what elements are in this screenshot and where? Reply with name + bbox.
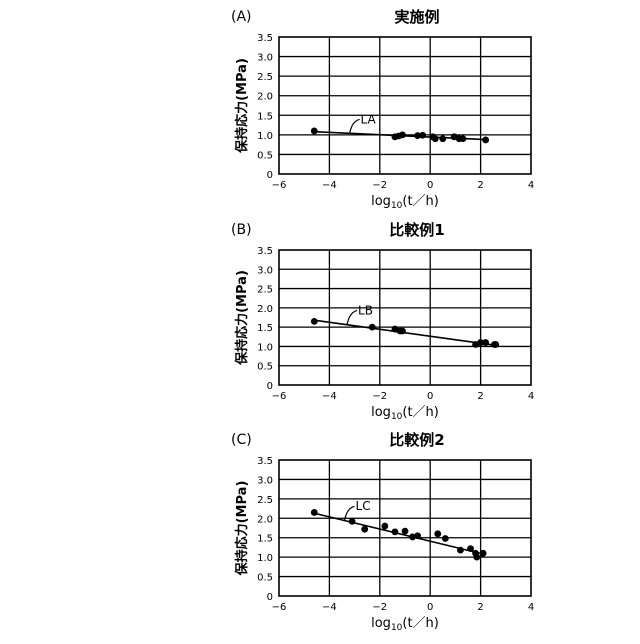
data-point [439,135,447,143]
fit-line-label: LA [361,112,377,126]
callout-leader [348,118,360,134]
data-point [310,317,318,325]
y-tick-label: 2.5 [257,495,273,506]
y-tick-label: 2.5 [257,285,273,296]
x-tick-label: −6 [272,180,287,191]
data-point [414,132,421,140]
y-axis-label: 保持応力(MPa) [234,481,250,577]
y-tick-label: 1.5 [257,111,273,122]
data-point [368,323,376,331]
data-point [473,553,481,561]
data-point [419,131,427,139]
x-axis-label: log10(t／h) [371,405,439,422]
x-tick-label: 0 [427,391,433,402]
x-tick-label: 4 [528,602,534,613]
y-tick-label: 1.0 [257,553,273,564]
y-axis-label: 保持応力(MPa) [234,270,250,366]
data-point [310,127,318,135]
chart-panel: −6 −4 −2 0 2 4 0 0.5 1.0 1.5 2.0 2.5 3.0 3.5 (B) 比較例1 保持… [231,221,534,422]
x-tick-label: 4 [528,391,534,402]
x-axis-label: log10(t／h) [371,616,439,633]
x-tick-label: 2 [477,391,483,402]
data-point [348,517,356,525]
y-tick-label: 1.5 [257,323,273,334]
data-point [492,341,500,348]
panel-label: (C) [231,432,252,448]
y-tick-label: 3.0 [257,265,273,276]
data-point [457,546,464,554]
callout-leader [343,505,355,521]
x-tick-label: −4 [322,180,337,191]
data-point [467,545,474,552]
data-point [459,135,467,143]
data-point [399,327,406,335]
y-tick-label: 0 [267,592,273,603]
x-tick-label: 4 [528,180,534,191]
x-tick-label: 0 [427,180,433,191]
data-point [361,525,369,533]
y-tick-label: 0 [267,170,273,181]
y-tick-label: 1.0 [257,342,273,353]
data-point [431,135,439,143]
plot-frame [278,459,532,597]
x-tick-label: 0 [427,602,433,613]
data-point [482,339,490,346]
y-tick-label: 3.0 [257,475,273,486]
y-tick-label: 1.0 [257,131,273,142]
y-tick-label: 0.5 [257,573,273,584]
x-tick-label: −4 [322,602,337,613]
y-tick-label: 2.5 [257,72,273,83]
chart-title: 比較例2 [389,431,444,449]
chart-title: 実施例 [394,8,439,26]
chart-panel: −6 −4 −2 0 2 4 0 0.5 1.0 1.5 2.0 2.5 3.0 3.5 (A) 実施例保持応… [231,8,534,211]
x-tick-label: −6 [272,602,287,613]
y-tick-label: 2.0 [257,92,273,103]
x-tick-label: −6 [272,391,287,402]
x-tick-label: −2 [372,391,387,402]
x-tick-label: 2 [477,180,483,191]
data-point [414,532,421,540]
chart-panel: −6 −4 −2 0 2 4 0 0.5 1.0 1.5 2.0 2.5 3.0 3.5 (C) 比較例2 保持… [231,431,534,633]
x-tick-label: −4 [322,391,337,402]
fit-line-label: LB [358,303,373,317]
panel-label: (A) [231,9,252,25]
data-point [482,136,490,144]
data-point [479,549,487,557]
data-point [441,535,449,542]
x-tick-label: 2 [477,602,483,613]
y-tick-label: 2.0 [257,514,273,525]
y-tick-label: 0 [267,381,273,392]
y-tick-label: 3.5 [257,456,273,467]
y-axis-label: 保持応力(MPa) [234,58,250,154]
data-point [399,131,406,139]
x-tick-label: −2 [372,180,387,191]
y-tick-label: 3.0 [257,53,273,64]
x-axis-label: log10(t／h) [371,194,439,211]
chart-title: 比較例1 [389,221,444,239]
data-point [477,339,484,346]
data-point [310,509,318,516]
data-point [401,527,409,535]
fit-line-label: LC [356,499,371,513]
y-tick-label: 0.5 [257,362,273,373]
y-tick-label: 3.5 [257,246,273,257]
data-point [391,528,399,536]
y-tick-label: 3.5 [257,33,273,44]
x-tick-label: −2 [372,602,387,613]
y-tick-label: 1.5 [257,534,273,545]
fit-line [314,512,484,555]
y-tick-label: 0.5 [257,150,273,161]
plot-frame [278,36,532,175]
panel-label: (B) [231,222,252,238]
data-point [434,530,442,538]
plot-frame [278,249,532,386]
data-point [381,522,389,530]
callout-leader [346,309,358,325]
y-tick-label: 2.0 [257,304,273,315]
